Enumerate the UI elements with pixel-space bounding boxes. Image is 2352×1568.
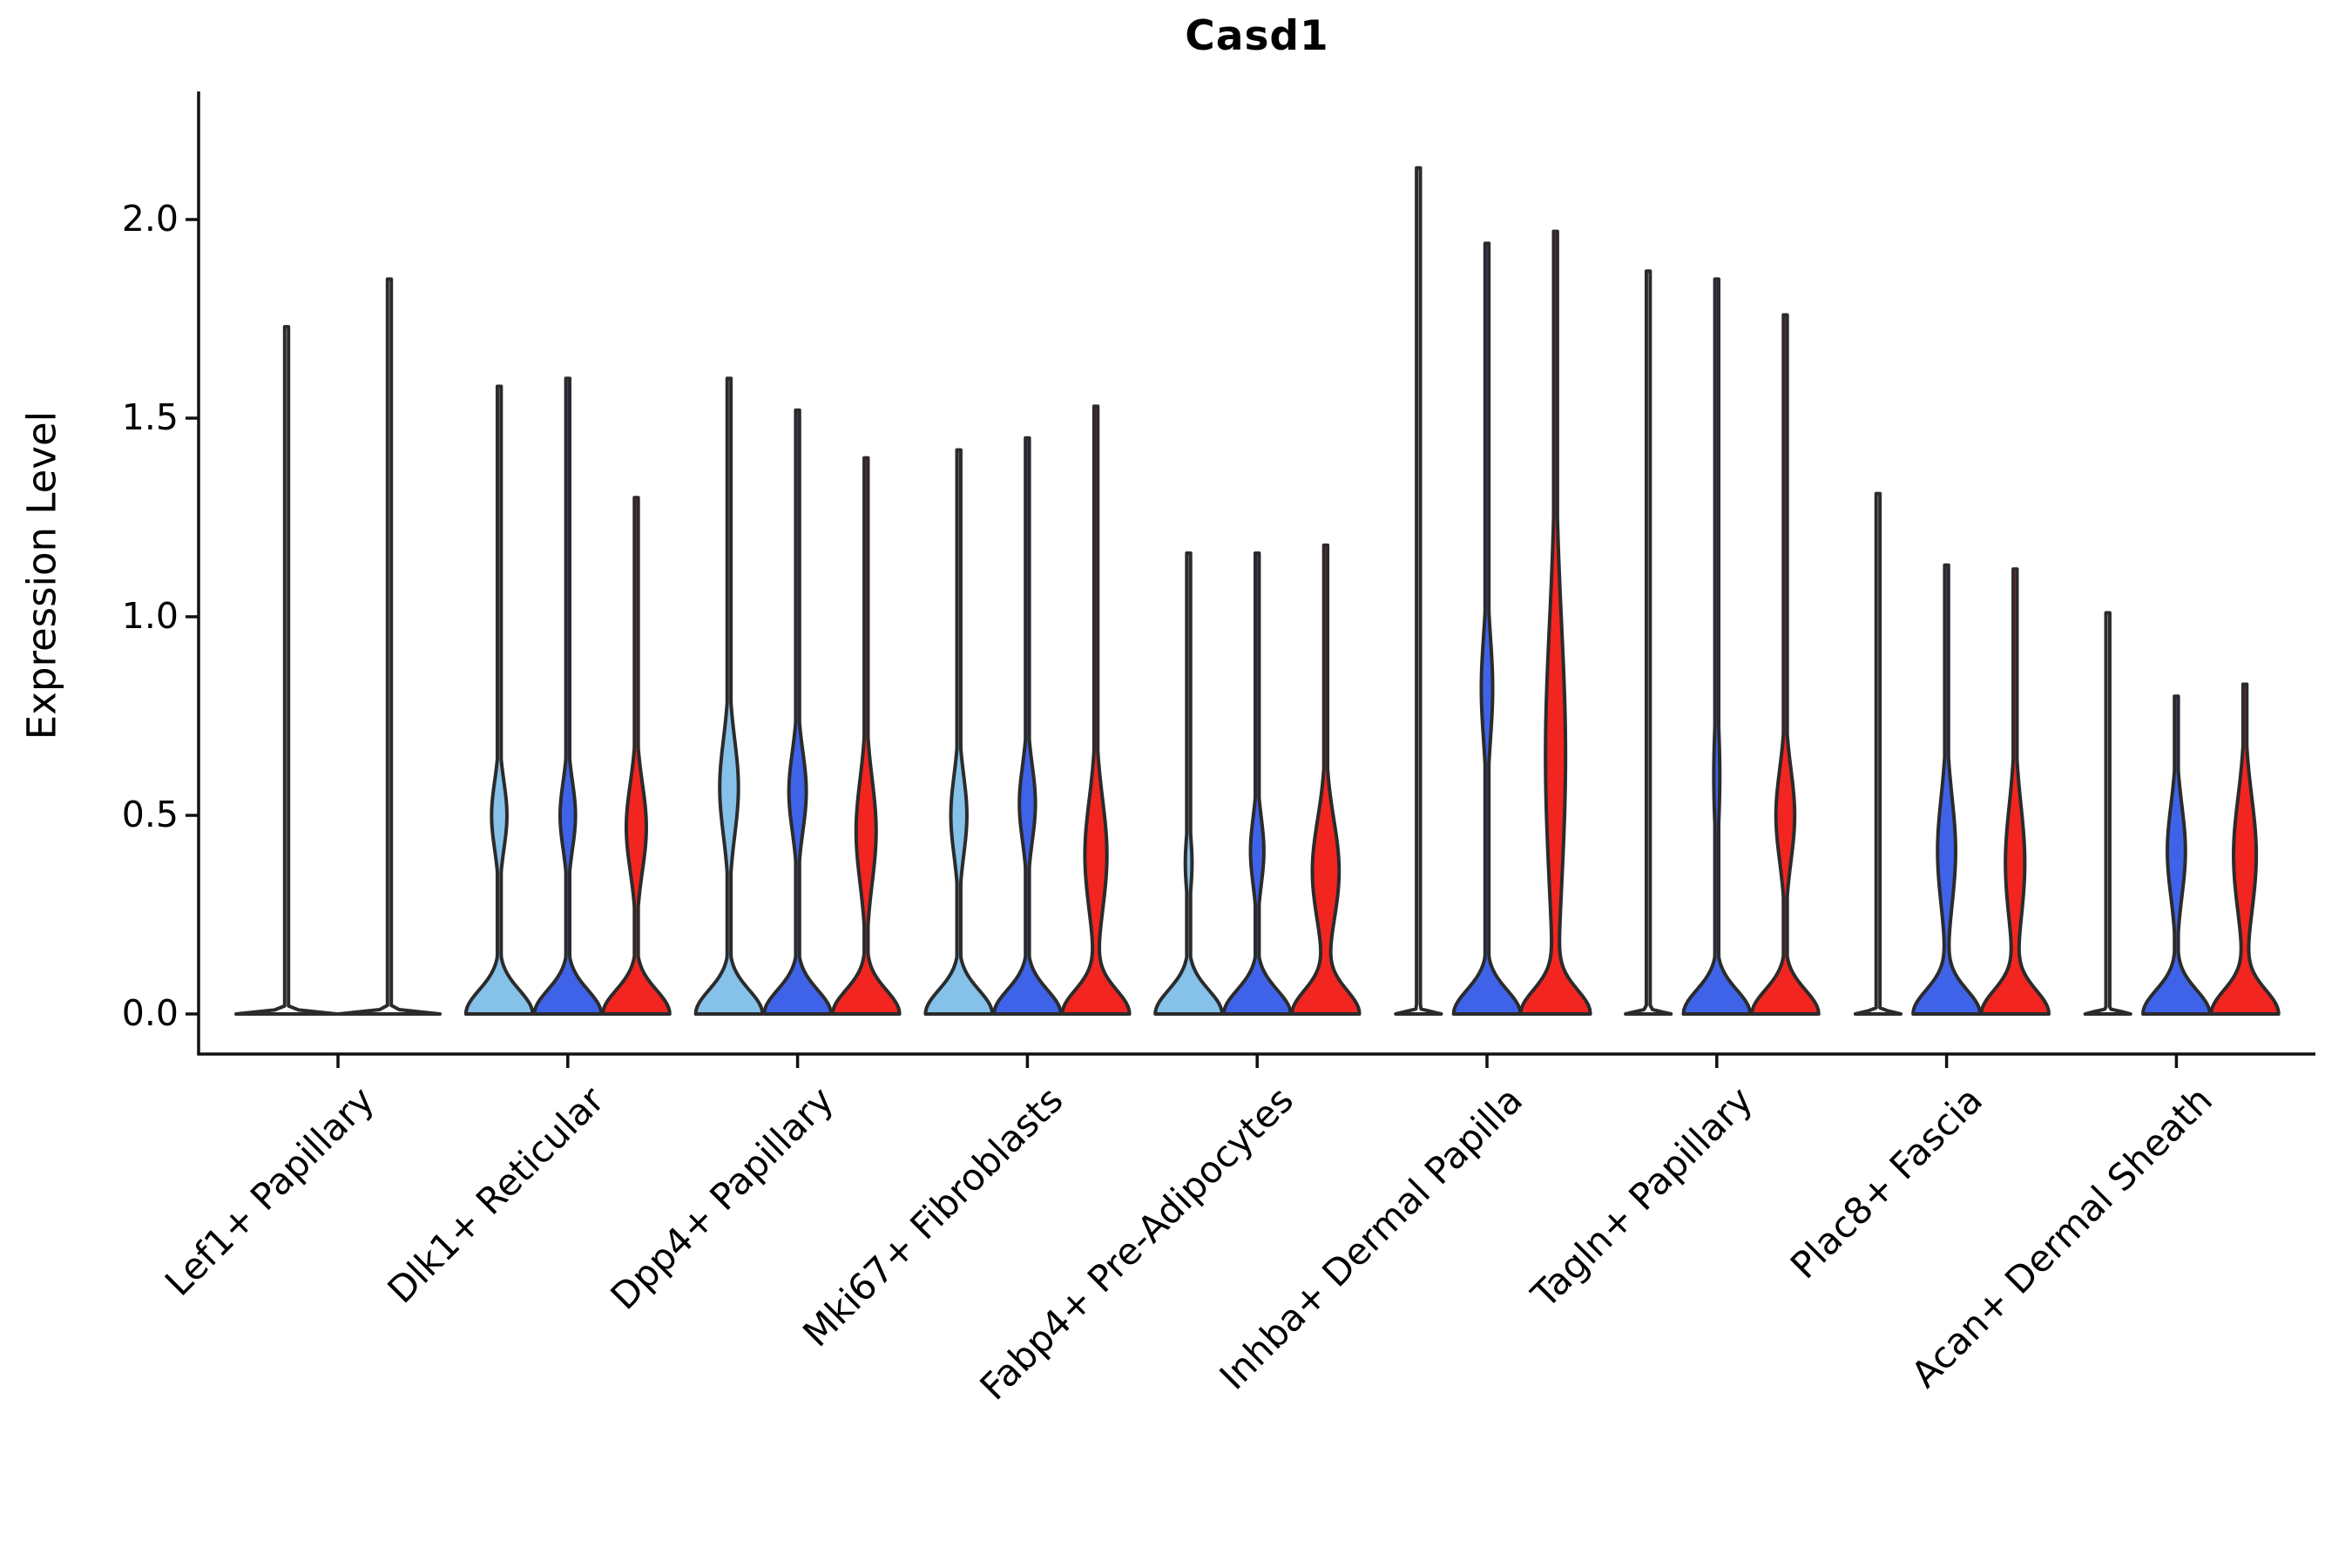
y-tick-label: 2.0 — [121, 198, 179, 240]
violin-acan-dermal-sheath-slot0 — [2083, 611, 2132, 1016]
violin-inhba-dermal-papilla-slot0 — [1394, 166, 1443, 1016]
violin-lef1-papillary-slot1 — [337, 277, 442, 1016]
violin-dpp4-papillary-slot1 — [762, 408, 833, 1016]
y-tick-label: 1.5 — [121, 396, 179, 438]
violin-tagln-papillary-slot2 — [1750, 313, 1821, 1016]
y-tick-label: 1.0 — [121, 595, 179, 637]
violin-fabp4-pre-adipocytes-slot2 — [1290, 543, 1362, 1016]
violin-mki67-fibroblasts-slot0 — [923, 448, 995, 1016]
violin-mki67-fibroblasts-slot2 — [1060, 404, 1132, 1016]
violin-lef1-papillary-slot0 — [234, 325, 339, 1016]
violin-dlk1-reticular-slot1 — [532, 376, 604, 1016]
chart-title: Casd1 — [1185, 12, 1329, 60]
violin-acan-dermal-sheath-slot1 — [2141, 694, 2212, 1016]
violin-plac8-fascia-slot1 — [1911, 563, 1983, 1016]
violin-fabp4-pre-adipocytes-slot0 — [1153, 551, 1224, 1016]
violin-mki67-fibroblasts-slot1 — [992, 436, 1063, 1016]
violin-acan-dermal-sheath-slot2 — [2209, 682, 2281, 1016]
violin-dlk1-reticular-slot2 — [601, 496, 672, 1016]
y-tick-label: 0.5 — [121, 794, 179, 835]
y-tick-label: 0.0 — [121, 992, 179, 1034]
violin-dlk1-reticular-slot0 — [463, 384, 535, 1016]
violin-dpp4-papillary-slot0 — [693, 376, 765, 1016]
violin-inhba-dermal-papilla-slot1 — [1451, 241, 1523, 1016]
violin-dpp4-papillary-slot2 — [830, 456, 902, 1016]
violin-inhba-dermal-papilla-slot2 — [1518, 229, 1592, 1016]
violin-fabp4-pre-adipocytes-slot1 — [1221, 551, 1293, 1016]
violin-tagln-papillary-slot0 — [1624, 269, 1673, 1016]
violin-tagln-papillary-slot1 — [1681, 277, 1753, 1016]
violin-plac8-fascia-slot0 — [1853, 491, 1903, 1016]
violin-plac8-fascia-slot2 — [1979, 567, 2051, 1016]
